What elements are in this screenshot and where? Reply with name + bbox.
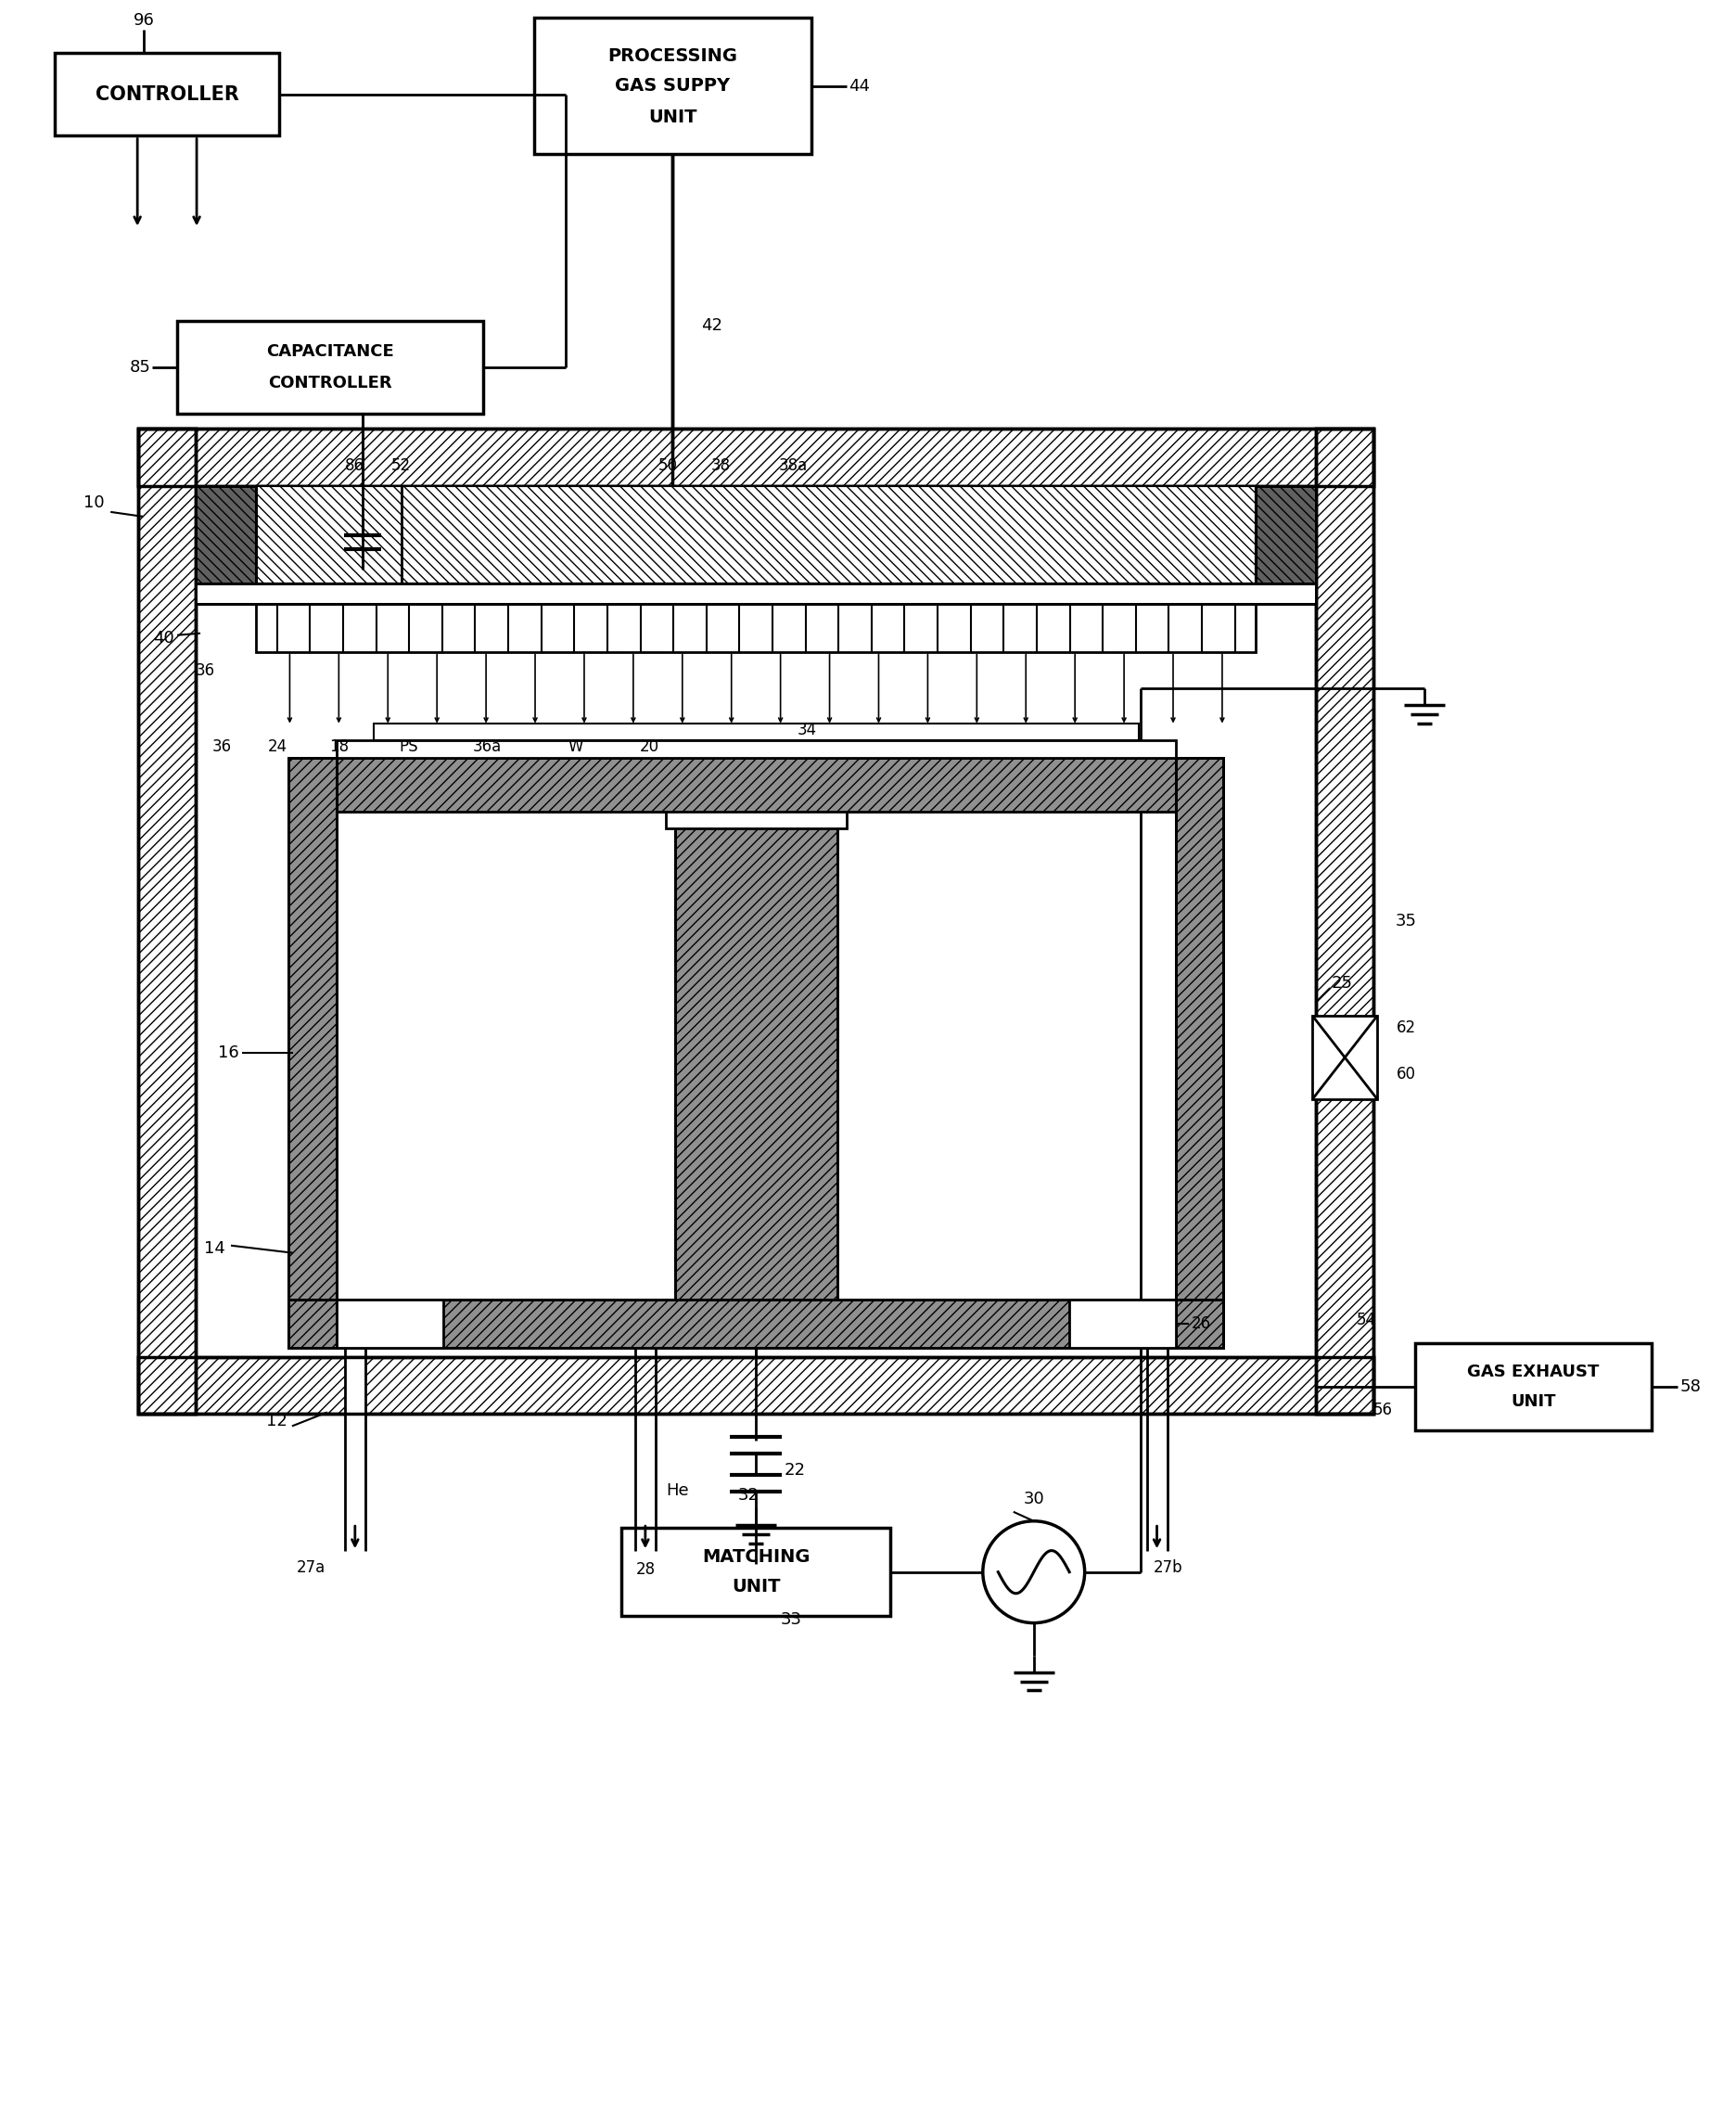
Bar: [196, 583, 1316, 604]
Text: UNIT: UNIT: [648, 108, 696, 125]
Text: 54: 54: [1356, 1310, 1377, 1327]
Text: 44: 44: [849, 77, 870, 94]
Bar: [139, 428, 196, 1414]
Text: 35: 35: [1396, 912, 1417, 929]
Text: CONTROLLER: CONTROLLER: [267, 374, 392, 391]
Text: 36: 36: [194, 661, 215, 679]
Bar: [1175, 759, 1224, 1346]
Bar: [288, 1300, 1224, 1346]
Bar: [675, 813, 837, 1300]
Bar: [1312, 1017, 1377, 1100]
Text: 12: 12: [266, 1412, 286, 1429]
Text: 33: 33: [781, 1612, 802, 1627]
Text: UNIT: UNIT: [731, 1578, 779, 1595]
Text: 62: 62: [1396, 1019, 1417, 1036]
Bar: [1175, 759, 1224, 1346]
Bar: [1255, 485, 1316, 583]
Text: 40: 40: [153, 630, 174, 647]
Text: GAS EXHAUST: GAS EXHAUST: [1467, 1363, 1599, 1380]
Text: CAPACITANCE: CAPACITANCE: [266, 342, 394, 359]
Text: 32: 32: [738, 1487, 759, 1504]
Bar: [373, 723, 1139, 740]
Bar: [337, 759, 1175, 813]
Text: 50: 50: [658, 457, 677, 474]
Bar: [139, 1357, 1373, 1414]
Bar: [288, 759, 337, 1346]
Bar: [1316, 428, 1373, 1414]
Bar: [533, 17, 811, 155]
Bar: [196, 485, 255, 583]
Text: 22: 22: [785, 1461, 806, 1478]
Text: 14: 14: [203, 1240, 226, 1257]
Bar: [337, 759, 1175, 813]
Bar: [255, 485, 1255, 583]
Text: 27b: 27b: [1153, 1559, 1182, 1576]
Text: 85: 85: [130, 359, 151, 376]
Bar: [1415, 1342, 1651, 1431]
Bar: [337, 740, 1175, 759]
Text: 28: 28: [635, 1561, 654, 1578]
Text: W: W: [568, 738, 583, 755]
Text: 10: 10: [83, 493, 104, 510]
Text: 96: 96: [134, 13, 155, 28]
Text: 24: 24: [267, 738, 286, 755]
Text: 25: 25: [1332, 974, 1352, 991]
Text: PROCESSING: PROCESSING: [608, 47, 738, 64]
Bar: [139, 428, 196, 1414]
Text: 38a: 38a: [778, 457, 807, 474]
Text: 26: 26: [1191, 1314, 1212, 1332]
Bar: [345, 1357, 365, 1561]
Bar: [139, 428, 1373, 485]
Text: 38: 38: [712, 457, 731, 474]
Text: He: He: [667, 1483, 689, 1500]
Circle shape: [983, 1521, 1085, 1623]
Bar: [1069, 1300, 1175, 1346]
Bar: [177, 321, 483, 415]
Text: 20: 20: [639, 738, 660, 755]
Text: 30: 30: [1023, 1491, 1045, 1508]
Bar: [288, 1300, 1224, 1346]
Text: 42: 42: [701, 317, 722, 334]
Text: MATCHING: MATCHING: [701, 1548, 811, 1565]
Text: 56: 56: [1373, 1402, 1392, 1419]
Text: 60: 60: [1396, 1066, 1417, 1083]
Text: 58: 58: [1680, 1378, 1701, 1395]
Bar: [1316, 428, 1373, 1414]
Bar: [56, 53, 279, 136]
Bar: [288, 759, 337, 1346]
Text: UNIT: UNIT: [1510, 1393, 1555, 1410]
Text: 27a: 27a: [297, 1559, 325, 1576]
Text: 34: 34: [797, 721, 816, 738]
Text: CONTROLLER: CONTROLLER: [95, 85, 240, 104]
Text: 36: 36: [212, 738, 231, 755]
Text: PS: PS: [399, 738, 418, 755]
Text: 18: 18: [330, 738, 349, 755]
Bar: [139, 428, 1373, 485]
Bar: [665, 813, 845, 830]
Bar: [255, 485, 1255, 583]
Bar: [1255, 485, 1316, 583]
Text: 86: 86: [345, 457, 365, 474]
Bar: [196, 485, 255, 583]
Bar: [675, 813, 837, 1300]
Bar: [255, 604, 1255, 651]
Text: 36a: 36a: [472, 738, 502, 755]
Text: 52: 52: [392, 457, 411, 474]
Bar: [139, 1357, 1373, 1414]
Bar: [196, 583, 1316, 604]
Text: 16: 16: [217, 1044, 240, 1061]
Bar: [337, 1300, 443, 1346]
Bar: [621, 1527, 891, 1617]
Text: GAS SUPPY: GAS SUPPY: [615, 77, 731, 96]
